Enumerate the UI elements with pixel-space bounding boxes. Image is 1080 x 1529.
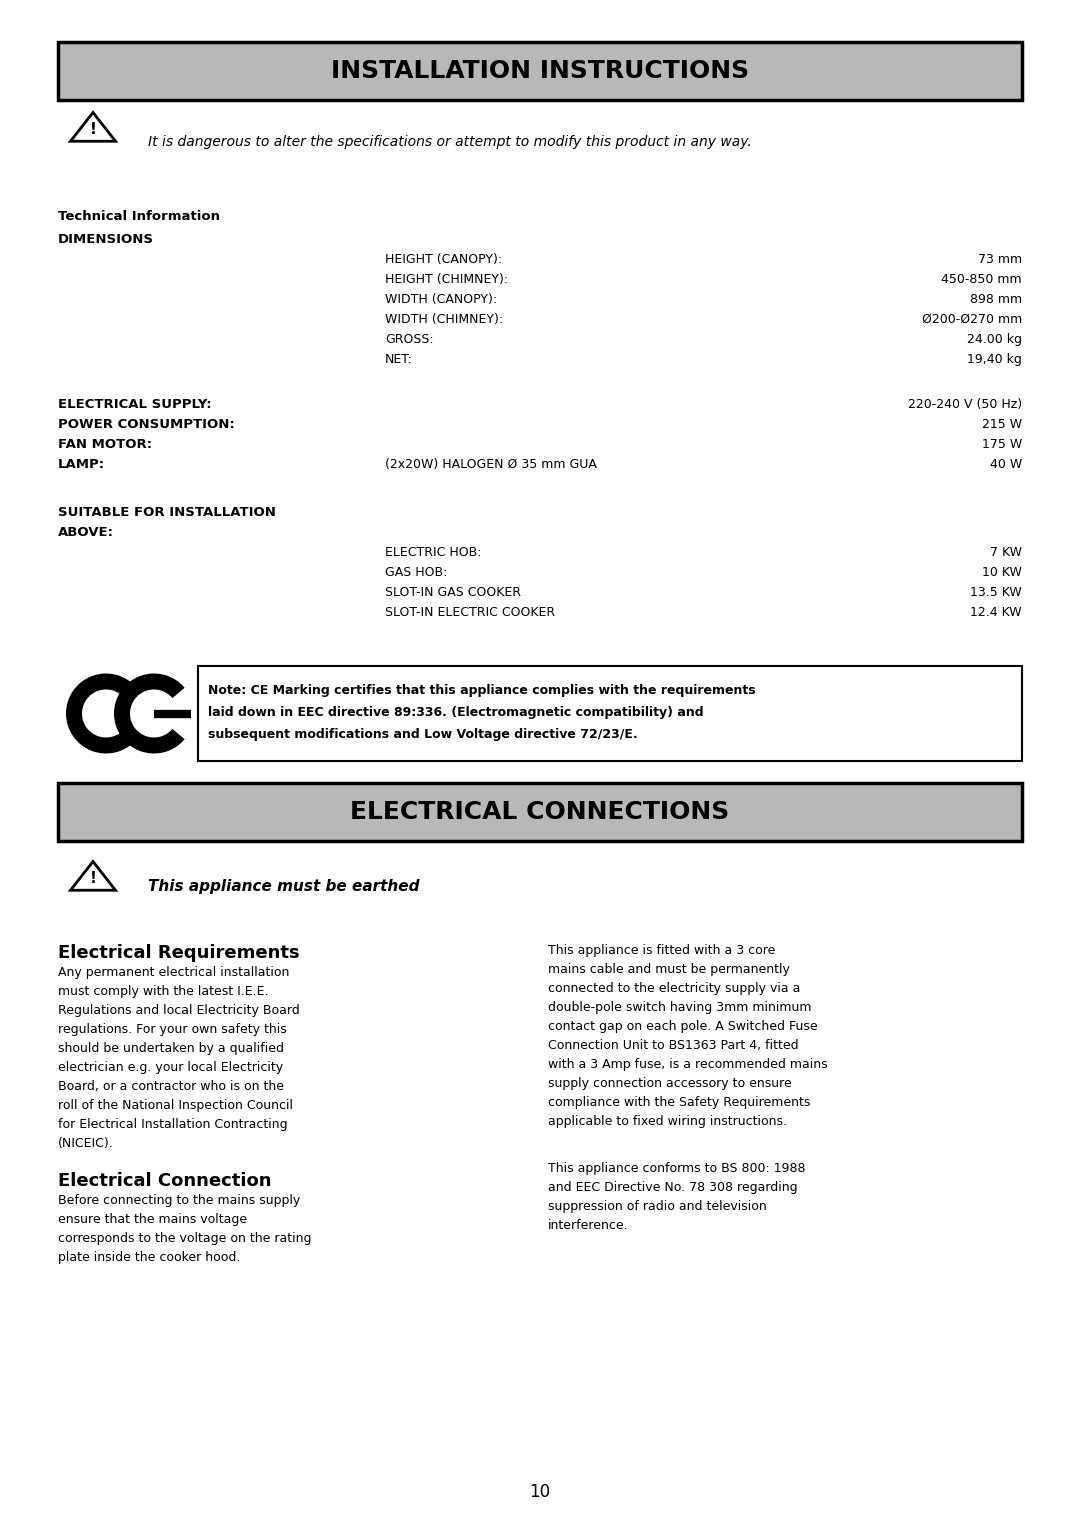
Text: compliance with the Safety Requirements: compliance with the Safety Requirements bbox=[548, 1096, 810, 1109]
Text: ELECTRICAL CONNECTIONS: ELECTRICAL CONNECTIONS bbox=[350, 800, 730, 824]
Text: 215 W: 215 W bbox=[982, 417, 1022, 431]
Text: 13.5 KW: 13.5 KW bbox=[970, 586, 1022, 599]
Text: LAMP:: LAMP: bbox=[58, 459, 105, 471]
Text: ELECTRIC HOB:: ELECTRIC HOB: bbox=[384, 546, 482, 560]
Polygon shape bbox=[70, 113, 116, 141]
Text: 7 KW: 7 KW bbox=[990, 546, 1022, 560]
Text: NET:: NET: bbox=[384, 353, 413, 365]
Text: contact gap on each pole. A Switched Fuse: contact gap on each pole. A Switched Fus… bbox=[548, 1020, 818, 1034]
Text: 898 mm: 898 mm bbox=[970, 294, 1022, 306]
Text: GROSS:: GROSS: bbox=[384, 333, 434, 346]
Text: This appliance conforms to BS 800: 1988: This appliance conforms to BS 800: 1988 bbox=[548, 1162, 806, 1174]
Text: should be undertaken by a qualified: should be undertaken by a qualified bbox=[58, 1041, 284, 1055]
FancyBboxPatch shape bbox=[198, 667, 1022, 761]
Text: Before connecting to the mains supply: Before connecting to the mains supply bbox=[58, 1194, 300, 1206]
Text: double-pole switch having 3mm minimum: double-pole switch having 3mm minimum bbox=[548, 1001, 811, 1014]
Text: Board, or a contractor who is on the: Board, or a contractor who is on the bbox=[58, 1079, 284, 1093]
Text: supply connection accessory to ensure: supply connection accessory to ensure bbox=[548, 1076, 792, 1090]
Text: SLOT-IN GAS COOKER: SLOT-IN GAS COOKER bbox=[384, 586, 521, 599]
Text: (2x20W) HALOGEN Ø 35 mm GUA: (2x20W) HALOGEN Ø 35 mm GUA bbox=[384, 459, 597, 471]
Text: electrician e.g. your local Electricity: electrician e.g. your local Electricity bbox=[58, 1061, 283, 1073]
Text: 73 mm: 73 mm bbox=[977, 252, 1022, 266]
Wedge shape bbox=[66, 673, 137, 754]
Text: !: ! bbox=[90, 872, 96, 885]
Text: HEIGHT (CANOPY):: HEIGHT (CANOPY): bbox=[384, 252, 502, 266]
FancyBboxPatch shape bbox=[58, 41, 1022, 99]
Text: 24.00 kg: 24.00 kg bbox=[967, 333, 1022, 346]
Text: It is dangerous to alter the specifications or attempt to modify this product in: It is dangerous to alter the specificati… bbox=[148, 135, 752, 148]
Text: applicable to fixed wiring instructions.: applicable to fixed wiring instructions. bbox=[548, 1115, 787, 1128]
Text: must comply with the latest I.E.E.: must comply with the latest I.E.E. bbox=[58, 985, 269, 998]
Text: GAS HOB:: GAS HOB: bbox=[384, 566, 447, 579]
Text: Any permanent electrical installation: Any permanent electrical installation bbox=[58, 966, 289, 979]
Text: Electrical Connection: Electrical Connection bbox=[58, 1173, 271, 1190]
Text: subsequent modifications and Low Voltage directive 72/23/E.: subsequent modifications and Low Voltage… bbox=[208, 728, 637, 742]
Text: FAN MOTOR:: FAN MOTOR: bbox=[58, 437, 152, 451]
Text: for Electrical Installation Contracting: for Electrical Installation Contracting bbox=[58, 1118, 287, 1131]
Text: Regulations and local Electricity Board: Regulations and local Electricity Board bbox=[58, 1005, 300, 1017]
Text: plate inside the cooker hood.: plate inside the cooker hood. bbox=[58, 1251, 241, 1264]
Text: connected to the electricity supply via a: connected to the electricity supply via … bbox=[548, 982, 800, 995]
Text: 12.4 KW: 12.4 KW bbox=[970, 605, 1022, 619]
Text: 175 W: 175 W bbox=[982, 437, 1022, 451]
Text: WIDTH (CHIMNEY):: WIDTH (CHIMNEY): bbox=[384, 313, 503, 326]
Text: ensure that the mains voltage: ensure that the mains voltage bbox=[58, 1212, 247, 1226]
Text: 40 W: 40 W bbox=[989, 459, 1022, 471]
Text: !: ! bbox=[90, 122, 96, 138]
Text: mains cable and must be permanently: mains cable and must be permanently bbox=[548, 963, 789, 976]
Polygon shape bbox=[70, 861, 116, 890]
Text: 10 KW: 10 KW bbox=[982, 566, 1022, 579]
Text: ELECTRICAL SUPPLY:: ELECTRICAL SUPPLY: bbox=[58, 398, 212, 411]
Text: Technical Information: Technical Information bbox=[58, 209, 220, 223]
Text: Note: CE Marking certifies that this appliance complies with the requirements: Note: CE Marking certifies that this app… bbox=[208, 683, 756, 697]
Text: This appliance must be earthed: This appliance must be earthed bbox=[148, 879, 419, 894]
Text: Ø200-Ø270 mm: Ø200-Ø270 mm bbox=[921, 313, 1022, 326]
Wedge shape bbox=[114, 673, 185, 754]
Text: Electrical Requirements: Electrical Requirements bbox=[58, 943, 299, 962]
Text: This appliance is fitted with a 3 core: This appliance is fitted with a 3 core bbox=[548, 943, 775, 957]
Text: ABOVE:: ABOVE: bbox=[58, 526, 114, 540]
FancyBboxPatch shape bbox=[58, 783, 1022, 841]
Text: HEIGHT (CHIMNEY):: HEIGHT (CHIMNEY): bbox=[384, 274, 508, 286]
Text: 10: 10 bbox=[529, 1483, 551, 1501]
Text: (NICEIC).: (NICEIC). bbox=[58, 1138, 113, 1150]
Text: corresponds to the voltage on the rating: corresponds to the voltage on the rating bbox=[58, 1232, 311, 1245]
Text: and EEC Directive No. 78 308 regarding: and EEC Directive No. 78 308 regarding bbox=[548, 1180, 798, 1194]
Text: INSTALLATION INSTRUCTIONS: INSTALLATION INSTRUCTIONS bbox=[330, 60, 750, 83]
Text: POWER CONSUMPTION:: POWER CONSUMPTION: bbox=[58, 417, 234, 431]
Text: 450-850 mm: 450-850 mm bbox=[942, 274, 1022, 286]
Text: laid down in EEC directive 89:336. (Electromagnetic compatibility) and: laid down in EEC directive 89:336. (Elec… bbox=[208, 706, 704, 719]
Text: suppression of radio and television: suppression of radio and television bbox=[548, 1200, 767, 1212]
Text: regulations. For your own safety this: regulations. For your own safety this bbox=[58, 1023, 287, 1037]
Text: Connection Unit to BS1363 Part 4, fitted: Connection Unit to BS1363 Part 4, fitted bbox=[548, 1040, 798, 1052]
Text: 220-240 V (50 Hz): 220-240 V (50 Hz) bbox=[908, 398, 1022, 411]
Text: SUITABLE FOR INSTALLATION: SUITABLE FOR INSTALLATION bbox=[58, 506, 275, 518]
Text: WIDTH (CANOPY):: WIDTH (CANOPY): bbox=[384, 294, 497, 306]
Text: with a 3 Amp fuse, is a recommended mains: with a 3 Amp fuse, is a recommended main… bbox=[548, 1058, 827, 1070]
Text: 19,40 kg: 19,40 kg bbox=[967, 353, 1022, 365]
Text: SLOT-IN ELECTRIC COOKER: SLOT-IN ELECTRIC COOKER bbox=[384, 605, 555, 619]
Text: DIMENSIONS: DIMENSIONS bbox=[58, 232, 154, 246]
Text: interference.: interference. bbox=[548, 1219, 629, 1232]
Text: roll of the National Inspection Council: roll of the National Inspection Council bbox=[58, 1099, 293, 1112]
